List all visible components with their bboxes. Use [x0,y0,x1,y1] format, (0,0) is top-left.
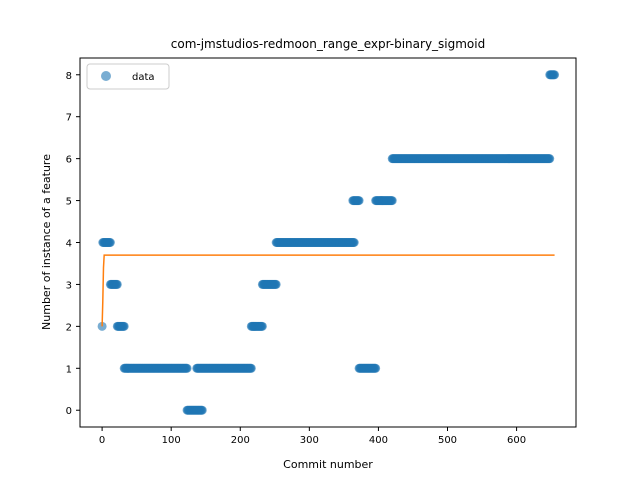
data-point [113,280,122,289]
data-point [106,238,115,247]
data-point [355,196,364,205]
x-tick-label: 400 [369,435,388,446]
y-tick-label: 6 [66,155,72,166]
data-point [183,364,192,373]
y-tick-label: 3 [66,280,72,291]
y-tick-label: 2 [66,322,72,333]
data-point [371,364,380,373]
y-axis: 0 1 2 3 4 5 6 7 8 [66,71,80,417]
plot-area [98,70,559,414]
y-tick-label: 7 [66,113,72,124]
y-axis-label: Number of instance of a feature [40,154,53,330]
y-tick-label: 5 [66,197,72,208]
y-tick-label: 1 [66,364,72,375]
x-axis: 0 100 200 300 400 500 600 [99,427,526,446]
y-tick-label: 0 [66,406,72,417]
data-point [198,406,207,415]
x-tick-label: 100 [162,435,181,446]
data-point [388,196,397,205]
y-tick-label: 8 [66,71,72,82]
data-point [120,322,129,331]
legend: data [87,64,169,89]
chart-title: com-jmstudios-redmoon_range_expr-binary_… [171,37,485,51]
data-point [350,238,359,247]
data-point [545,154,554,163]
data-point [550,70,559,79]
x-tick-label: 300 [300,435,319,446]
fit-line [102,255,554,326]
legend-label-data: data [132,72,155,83]
x-tick-label: 500 [438,435,457,446]
legend-marker-data [101,71,111,81]
x-tick-label: 200 [231,435,250,446]
legend-box [87,64,169,89]
data-point [247,364,256,373]
x-tick-label: 0 [99,435,105,446]
data-point [272,280,281,289]
y-tick-label: 4 [66,239,72,250]
x-tick-label: 600 [507,435,526,446]
x-axis-label: Commit number [283,458,373,471]
data-point [258,322,267,331]
